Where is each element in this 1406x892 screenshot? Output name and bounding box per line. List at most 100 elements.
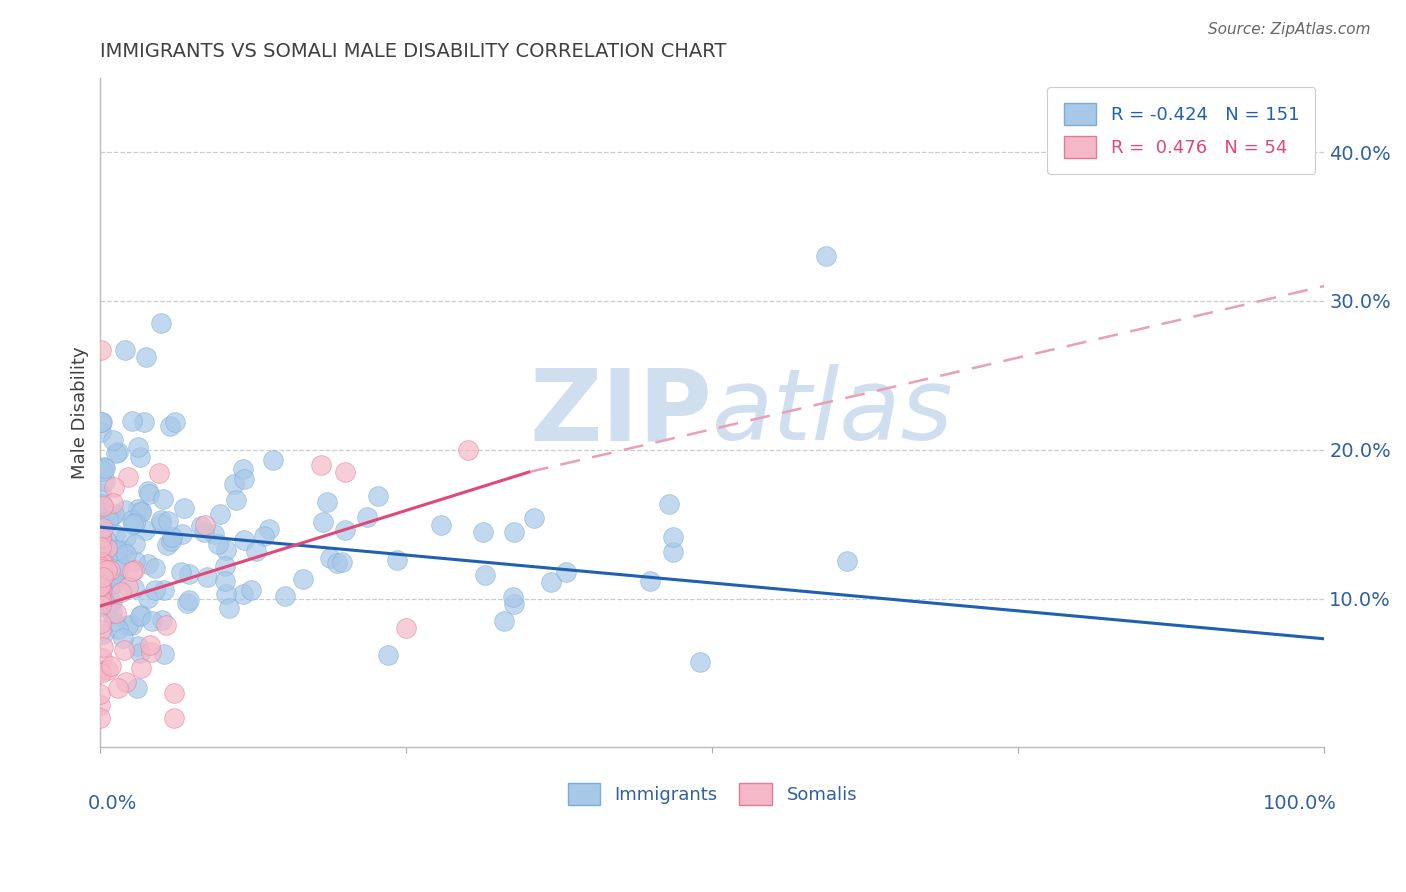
Point (124, 516, 146, 530)
Point (136, 484, 159, 499)
Point (90, 665, 112, 680)
Point (121, 516, 143, 531)
Point (129, 607, 152, 622)
Point (319, 550, 342, 565)
Point (177, 592, 200, 607)
Point (91, 521, 114, 535)
Point (141, 615, 163, 629)
Point (333, 465, 356, 479)
Point (124, 536, 146, 550)
Text: ZIP: ZIP (530, 364, 713, 461)
Point (90, 540, 112, 554)
Point (128, 609, 150, 624)
Point (89, 514, 111, 528)
Point (131, 505, 153, 519)
Point (89, 698, 111, 712)
Point (127, 501, 149, 516)
Point (117, 617, 139, 632)
Point (107, 555, 129, 569)
Point (309, 458, 332, 472)
Point (215, 542, 238, 557)
Point (159, 419, 181, 434)
Text: 0.0%: 0.0% (89, 795, 138, 814)
Point (121, 618, 143, 632)
Point (312, 516, 335, 530)
Point (662, 531, 685, 545)
Point (333, 523, 356, 537)
Point (112, 543, 135, 558)
Point (90, 485, 112, 500)
Y-axis label: Male Disability: Male Disability (72, 346, 89, 479)
Point (90, 562, 112, 576)
Point (90, 536, 112, 550)
Point (105, 446, 128, 460)
Text: atlas: atlas (713, 364, 955, 461)
Point (153, 648, 176, 662)
Point (96, 563, 118, 577)
Point (170, 566, 193, 580)
Point (115, 547, 138, 561)
Point (457, 442, 479, 457)
Point (233, 533, 256, 547)
Point (91, 555, 114, 569)
Point (149, 316, 172, 330)
Point (121, 512, 143, 526)
Point (377, 648, 399, 662)
Point (129, 450, 152, 464)
Point (90, 501, 112, 516)
Point (91, 577, 114, 591)
Text: 100.0%: 100.0% (1263, 795, 1337, 814)
Point (121, 564, 143, 578)
Point (90, 591, 112, 606)
Point (91, 556, 114, 570)
Point (492, 614, 515, 628)
Point (90, 623, 112, 637)
Point (112, 643, 135, 657)
Point (209, 507, 232, 521)
Point (214, 558, 236, 573)
Point (114, 343, 136, 358)
Point (129, 661, 152, 675)
Point (97, 571, 120, 585)
Point (89, 665, 111, 679)
Point (91, 570, 114, 584)
Point (835, 554, 858, 568)
Point (176, 596, 198, 610)
Point (107, 681, 129, 696)
Point (98, 592, 121, 607)
Point (112, 631, 135, 645)
Point (173, 500, 195, 515)
Point (104, 576, 127, 591)
Point (232, 587, 254, 601)
Point (145, 583, 167, 598)
Point (122, 581, 145, 595)
Point (240, 583, 263, 598)
Point (215, 587, 238, 601)
Point (101, 568, 124, 582)
Point (148, 467, 170, 481)
Point (430, 518, 453, 533)
Point (150, 613, 173, 627)
Point (107, 445, 129, 459)
Point (90, 343, 112, 358)
Point (207, 537, 229, 551)
Point (177, 566, 200, 581)
Point (232, 462, 254, 476)
Point (658, 497, 681, 511)
Point (134, 523, 156, 537)
Point (97, 663, 120, 677)
Point (91, 626, 114, 640)
Point (104, 606, 127, 620)
Point (114, 530, 136, 544)
Point (90, 599, 112, 613)
Point (149, 516, 172, 531)
Point (124, 554, 146, 568)
Point (103, 615, 125, 629)
Point (523, 510, 546, 524)
Point (262, 453, 284, 467)
Point (202, 527, 225, 541)
Point (100, 658, 122, 673)
Point (139, 645, 162, 659)
Point (89, 588, 111, 602)
Point (127, 440, 149, 454)
